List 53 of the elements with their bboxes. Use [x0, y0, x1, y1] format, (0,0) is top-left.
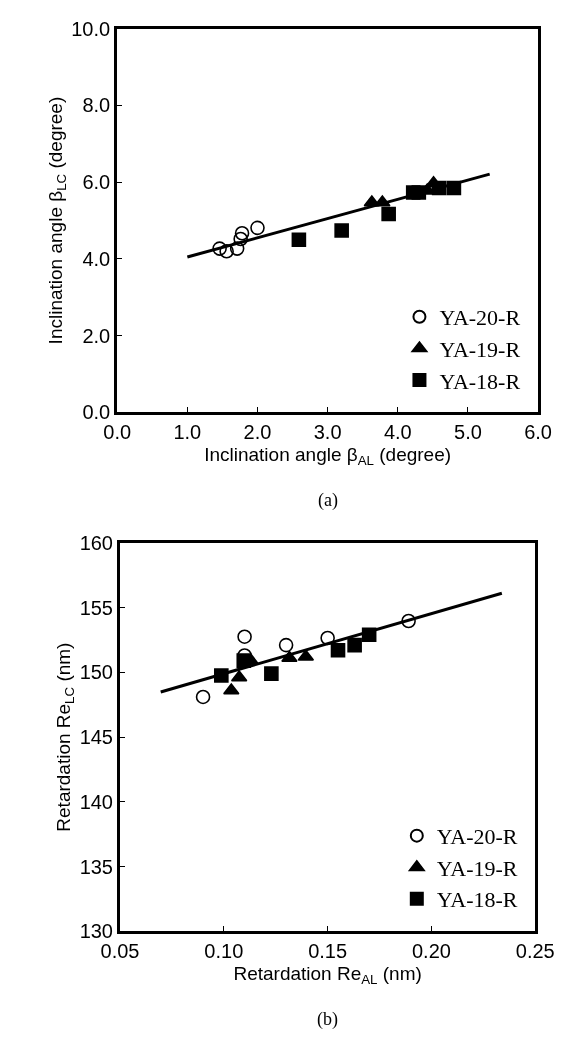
y-tick-label: 145 — [79, 726, 114, 749]
point — [401, 613, 416, 629]
y-tick-label: 155 — [79, 596, 114, 619]
point — [219, 243, 234, 259]
x-axis-title: Retardation Re$_{AL}$ (nm) — [233, 963, 422, 988]
x-tick-label: 0.25 — [515, 940, 555, 963]
x-tick-label: 2.0 — [243, 421, 272, 444]
point — [291, 232, 307, 248]
legend-label: YA-20-R — [436, 824, 518, 850]
y-tick-label: 135 — [79, 855, 114, 878]
point — [212, 241, 227, 256]
x-tick-label: 6.0 — [524, 421, 552, 444]
y-tick-label: 4.0 — [82, 247, 111, 270]
y-tick-label: 160 — [79, 531, 114, 554]
x-tick-label: 0.05 — [100, 940, 140, 963]
y-tick-label: 2.0 — [82, 324, 111, 347]
point — [233, 231, 248, 247]
legend-label: YA-18-R — [439, 368, 521, 394]
y-tick-label: 8.0 — [82, 94, 111, 117]
y-tick-label: 130 — [79, 920, 114, 943]
legend-label: YA-19-R — [436, 855, 518, 881]
x-tick-label: 0.0 — [103, 421, 132, 444]
x-axis-title: Inclination angle β$_{AL}$ (degree) — [204, 444, 452, 469]
point — [330, 642, 346, 658]
point — [264, 666, 279, 681]
x-tick-label: 5.0 — [454, 421, 482, 444]
y-tick-label: 10.0 — [71, 17, 111, 40]
y-tick-label: 140 — [79, 790, 114, 813]
point — [234, 225, 250, 241]
point — [278, 637, 294, 653]
x-tick-label: 4.0 — [383, 421, 412, 444]
x-tick-label: 1.0 — [173, 421, 202, 444]
text: (b) — [317, 1009, 338, 1030]
x-tick-label: 0.15 — [308, 940, 348, 963]
legend-label: YA-19-R — [439, 336, 521, 362]
y-tick-label: 6.0 — [82, 171, 111, 194]
x-tick-label: 3.0 — [313, 421, 342, 444]
point — [320, 630, 335, 646]
point — [236, 653, 252, 668]
y-tick-label: 150 — [79, 661, 114, 684]
point — [334, 223, 349, 238]
y-tick-label: 0.0 — [82, 401, 111, 424]
point — [381, 206, 396, 222]
text: (a) — [318, 490, 338, 511]
point — [229, 241, 245, 256]
point — [237, 629, 252, 644]
x-tick-label: 0.20 — [411, 940, 451, 963]
point — [195, 689, 211, 705]
x-tick-label: 0.10 — [204, 940, 244, 963]
point — [250, 220, 265, 236]
legend-label: YA-18-R — [436, 887, 518, 913]
point — [347, 637, 362, 653]
legend-label: YA-20-R — [439, 305, 521, 331]
